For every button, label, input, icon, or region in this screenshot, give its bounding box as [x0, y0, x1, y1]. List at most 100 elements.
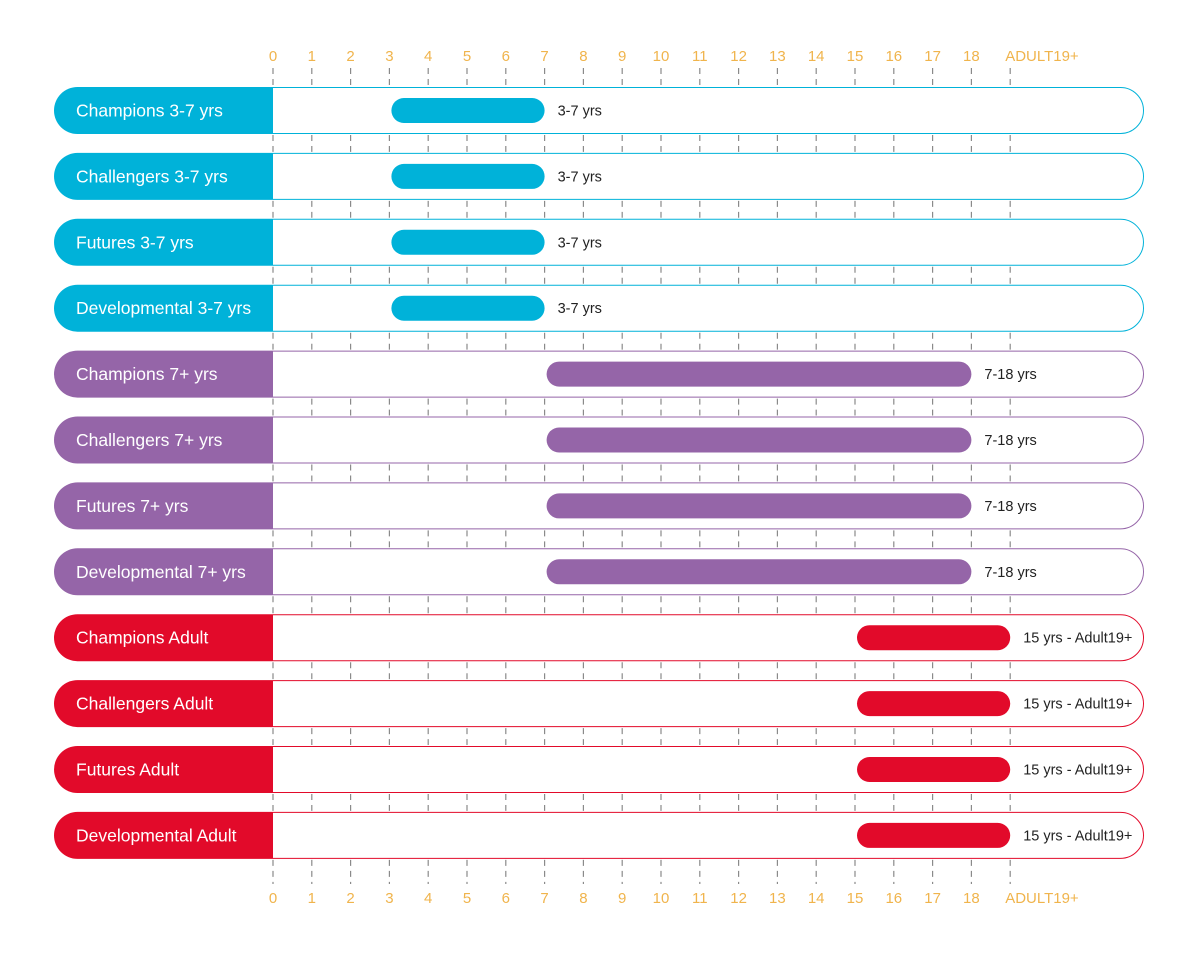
range-label: 7-18 yrs [984, 367, 1036, 383]
row-label-pill [54, 548, 273, 596]
row-label: Developmental 3-7 yrs [76, 298, 251, 318]
range-bar [391, 98, 545, 123]
x-axis-top: 0 1 2 3 4 5 6 7 8 9 10 11 12 13 14 15 16 17 18 ADULT19+ [269, 48, 1079, 65]
range-label: 7-18 yrs [984, 565, 1036, 581]
x-tick-label-top: 5 [463, 48, 471, 65]
x-tick-label-top: 9 [618, 48, 626, 65]
row-label: Champions 3-7 yrs [76, 101, 223, 121]
range-bar [546, 493, 972, 519]
x-tick-label-bottom: 10 [653, 890, 670, 907]
x-tick-label-top: 14 [808, 48, 825, 65]
x-tick-label-bottom: 11 [692, 890, 708, 907]
row-track [273, 811, 1144, 859]
row-label-pill [54, 87, 273, 134]
row-group: Futures 7+ yrs 7-18 yrs [53, 482, 1144, 530]
x-tick-label-bottom: 13 [769, 890, 786, 907]
row-label: Challengers 3-7 yrs [76, 166, 228, 186]
range-bar [857, 757, 1011, 782]
row-label-pill [54, 152, 274, 200]
range-bar [546, 559, 972, 585]
x-tick-label-bottom: 8 [579, 890, 587, 907]
row-label: Futures Adult [76, 760, 179, 780]
row-label-pill [54, 811, 273, 859]
x-tick-label-top: 10 [653, 48, 670, 65]
x-tick-label-top: 6 [502, 48, 510, 65]
range-bar [857, 691, 1011, 717]
row-group: Challengers 7+ yrs 7-18 yrs [54, 416, 1144, 464]
x-tick-label-top: 1 [308, 48, 316, 65]
row-label-pill [54, 284, 273, 332]
x-tick-label-top: 4 [424, 48, 432, 65]
range-label: 3-7 yrs [558, 104, 602, 120]
row-label: Futures 3-7 yrs [76, 232, 194, 252]
row-group: Futures 3-7 yrs 3-7 yrs [54, 218, 1144, 266]
range-bar [546, 361, 972, 387]
range-bar [391, 229, 545, 255]
x-tick-label-bottom: 14 [808, 890, 825, 907]
row-label-pill [54, 218, 273, 266]
row-group: Champions 3-7 yrs 3-7 yrs [54, 87, 1144, 134]
row-group: Developmental 7+ yrs 7-18 yrs [54, 548, 1144, 596]
row-group: Champions Adult 15 yrs - Adult19+ [54, 614, 1144, 662]
range-bar [857, 822, 1011, 848]
row-group: Developmental 3-7 yrs 3-7 yrs [54, 284, 1144, 332]
range-label: 15 yrs - Adult19+ [1023, 763, 1132, 779]
x-tick-label-top: 7 [540, 48, 548, 65]
row-label-pill [54, 350, 273, 398]
range-label: 3-7 yrs [558, 169, 602, 185]
row-track [273, 680, 1144, 728]
range-label: 3-7 yrs [558, 235, 602, 251]
x-tick-label-bottom: 16 [885, 890, 902, 907]
x-tick-label-top: 11 [692, 48, 708, 65]
x-tick-label-top: 2 [346, 48, 354, 65]
row-group: Champions 7+ yrs 7-18 yrs [54, 350, 1144, 398]
row-group: Developmental Adult 15 yrs - Adult19+ [54, 811, 1144, 859]
range-bar [857, 625, 1011, 651]
row-label: Challengers 7+ yrs [76, 430, 223, 450]
x-tick-label-top: 12 [730, 48, 747, 65]
grid-layer [272, 68, 1011, 884]
row-group: Challengers Adult 15 yrs - Adult19+ [54, 680, 1144, 728]
x-tick-label-bottom: 3 [385, 890, 393, 907]
x-tick-label-bottom: 12 [730, 890, 747, 907]
x-axis-bottom: 0 1 2 3 4 5 6 7 8 9 10 11 12 13 14 15 16 17 18 ADULT19+ [269, 890, 1079, 907]
range-label: 7-18 yrs [984, 499, 1036, 515]
x-tick-label-top: 18 [963, 48, 980, 65]
x-tick-label-top: ADULT19+ [1005, 48, 1079, 65]
x-tick-label-bottom: 0 [269, 890, 277, 907]
row-label-pill [54, 680, 273, 728]
range-label: 15 yrs - Adult19+ [1023, 631, 1132, 647]
x-tick-label-top: 3 [385, 48, 393, 65]
x-tick-label-bottom: 17 [924, 890, 941, 907]
x-tick-label-top: 17 [924, 48, 941, 65]
x-tick-label-bottom: 18 [963, 890, 980, 907]
range-bar [391, 163, 545, 189]
x-tick-label-top: 16 [885, 48, 902, 65]
row-label-pill [54, 416, 273, 464]
row-group: Futures Adult 15 yrs - Adult19+ [54, 746, 1144, 793]
x-tick-label-top: 13 [769, 48, 786, 65]
x-tick-label-top: 15 [847, 48, 864, 65]
x-tick-label-bottom: 9 [618, 890, 626, 907]
x-tick-label-bottom: 4 [424, 890, 432, 907]
x-tick-label-bottom: 5 [463, 890, 471, 907]
row-label-pill [53, 482, 273, 530]
range-label: 15 yrs - Adult19+ [1023, 828, 1132, 844]
x-tick-label-bottom: 2 [346, 890, 354, 907]
row-label: Challengers Adult [76, 694, 213, 714]
range-label: 3-7 yrs [558, 301, 602, 317]
row-track [273, 746, 1144, 793]
range-label: 15 yrs - Adult19+ [1023, 697, 1132, 713]
range-bar [546, 427, 972, 453]
x-tick-label-bottom: 1 [308, 890, 316, 907]
row-label-pill [54, 614, 273, 662]
x-tick-label-bottom: 7 [540, 890, 548, 907]
x-tick-label-bottom: 15 [847, 890, 864, 907]
row-label: Developmental Adult [76, 825, 237, 845]
row-group: Challengers 3-7 yrs 3-7 yrs [54, 152, 1144, 200]
row-label: Futures 7+ yrs [76, 496, 189, 516]
x-tick-label-bottom: 6 [502, 890, 510, 907]
x-tick-label-bottom: ADULT19+ [1005, 890, 1079, 907]
